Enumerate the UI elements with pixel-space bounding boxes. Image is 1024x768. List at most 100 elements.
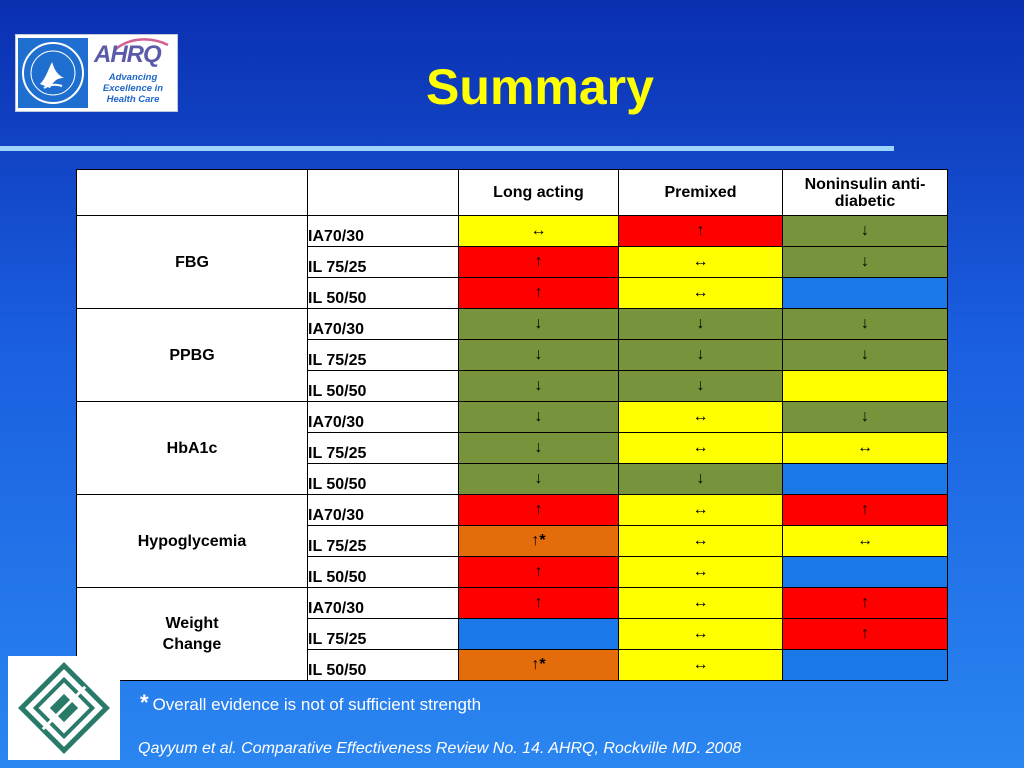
effect-cell: ↔ [618,556,783,588]
dose-label: IL 50/50 [307,463,459,495]
dose-label: IL 50/50 [307,649,459,681]
hhs-ahrq-logo: AHRQ Advancing Excellence in Health Care [15,34,178,112]
effect-cell [782,370,948,402]
dose-label: IL 75/25 [307,432,459,464]
table-row: Hypoglycemia IA70/30 ↑ ↔ ↑ [76,494,948,588]
table-row: IL 50/50 ↓ ↓ [77,370,948,402]
page-title: Summary [426,59,654,115]
effect-cell: ↔ [618,525,783,557]
effect-cell: ↔ [618,401,783,433]
table-row: IL 75/25 ↑ ↔ ↓ [77,246,948,278]
effect-cell [782,463,948,495]
effect-cell [458,618,619,650]
column-header-noninsulin: Noninsulin anti-diabetic [782,169,948,216]
table-row: IL 75/25 ↔ ↑ [77,618,948,650]
dose-label: IA70/30 [307,308,459,340]
table-row: IL 50/50 ↑* ↔ [77,649,948,681]
effect-cell: ↑ [458,494,619,526]
ahrq-wordmark: AHRQ [94,41,162,68]
effect-cell: ↓ [458,463,619,495]
effect-cell [782,649,948,681]
effect-cell: ↓ [782,215,948,247]
ahrq-tagline-line: Excellence in [102,83,164,94]
dose-label: IA70/30 [307,587,459,619]
outcome-label: FBG [76,215,308,309]
outcome-label: PPBG [76,308,308,402]
table-row: FBG IA70/30 ↔ ↑ ↓ [76,215,948,309]
effect-cell [782,556,948,588]
outcome-label: HbA1c [76,401,308,495]
effect-cell: ↑ [618,215,783,247]
footnote-marker: * [140,690,149,715]
effect-cell: ↓ [458,370,619,402]
effect-cell: ↑ [782,587,948,619]
effect-cell: ↓ [782,246,948,278]
outcome-label-line: Change [162,636,222,653]
effect-cell: ↑ [458,246,619,278]
effect-cell: ↑ [782,618,948,650]
effect-cell: ↓ [458,339,619,371]
dose-label: IA70/30 [307,401,459,433]
effect-cell: ↓ [618,308,783,340]
table-row: IL 50/50 ↓ ↓ [77,463,948,495]
effect-cell: ↔ [618,649,783,681]
dose-label: IL 75/25 [307,525,459,557]
table-row: IL 50/50 ↑ ↔ [77,277,948,309]
effect-cell: ↔ [618,432,783,464]
table-row: HbA1c IA70/30 ↓ ↔ ↓ [76,401,948,495]
outcome-label: Hypoglycemia [76,494,308,588]
effect-cell: ↓ [782,339,948,371]
effect-cell: ↑ [458,556,619,588]
dose-label: IL 50/50 [307,556,459,588]
dose-label: IL 75/25 [307,246,459,278]
effect-cell: ↔ [618,494,783,526]
effect-cell: ↔ [782,432,948,464]
dose-label: IL 50/50 [307,277,459,309]
column-header-dose [307,169,459,216]
ahrq-swoosh-icon [115,38,169,50]
ahrq-tagline-line: Health Care [106,94,160,105]
effect-cell: ↔ [618,246,783,278]
effect-cell: ↔ [618,587,783,619]
dose-label: IL 50/50 [307,370,459,402]
table-body: FBG IA70/30 ↔ ↑ ↓ IL 75/25 ↑ ↔ ↓ IL 50/50 ↑ ↔ PPBG IA… [76,215,948,681]
column-header-long-acting: Long acting [458,169,619,216]
citation: Qayyum et al. Comparative Effectiveness … [138,740,742,757]
table-header-row: Long acting Premixed Noninsulin anti-dia… [76,169,948,216]
effect-cell: ↓ [782,308,948,340]
effect-cell: ↓ [618,339,783,371]
title-divider [0,146,894,151]
effect-cell: ↔ [782,525,948,557]
table-row: IL 75/25 ↓ ↓ ↓ [77,339,948,371]
footnote-text: Overall evidence is not of sufficient st… [152,695,482,714]
effect-cell: ↔ [618,618,783,650]
effect-cell: ↓ [618,370,783,402]
column-header-premixed: Premixed [618,169,783,216]
effect-cell: ↔ [458,215,619,247]
ahrq-tagline-line: Advancing [108,72,158,83]
dose-label: IA70/30 [307,215,459,247]
column-header-outcome [76,169,308,216]
table-row: IL 75/25 ↓ ↔ ↔ [77,432,948,464]
outcome-label-line: Weight [165,615,219,632]
table-row: Weight Change IA70/30 ↑ ↔ ↑ [76,587,948,681]
dose-label: IA70/30 [307,494,459,526]
effect-cell: ↔ [618,277,783,309]
table-row: PPBG IA70/30 ↓ ↓ ↓ [76,308,948,402]
effect-cell: ↓ [458,308,619,340]
effect-cell: ↓ [458,401,619,433]
table-row: IL 75/25 ↑* ↔ ↔ [77,525,948,557]
hhs-seal-icon [18,38,88,108]
effect-cell: ↑* [458,649,619,681]
effect-cell: ↓ [782,401,948,433]
effect-cell: ↓ [618,463,783,495]
summary-table: Long acting Premixed Noninsulin anti-dia… [76,169,948,681]
dose-label: IL 75/25 [307,339,459,371]
dose-label: IL 75/25 [307,618,459,650]
effect-cell [782,277,948,309]
effect-cell: ↑ [782,494,948,526]
ahrq-logo: AHRQ Advancing Excellence in Health Care [92,37,174,109]
footnote: * Overall evidence is not of sufficient s… [140,690,481,716]
epc-logo [8,656,120,760]
effect-cell: ↑ [458,587,619,619]
